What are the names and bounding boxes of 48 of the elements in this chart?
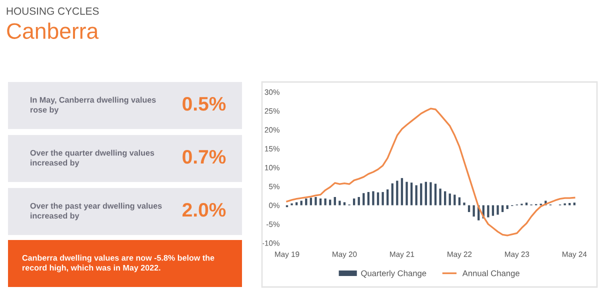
bar (396, 180, 398, 206)
bar (420, 183, 422, 206)
bar (463, 202, 466, 206)
bar (376, 192, 380, 206)
bar (343, 202, 346, 206)
bar (314, 196, 317, 206)
bar (501, 205, 504, 212)
bar (424, 182, 427, 206)
legend-label: Annual Change (462, 270, 520, 278)
bar (400, 178, 404, 206)
bar (492, 205, 494, 216)
bar (496, 205, 499, 215)
bar (506, 205, 508, 210)
bar (338, 200, 341, 206)
line-series (286, 108, 576, 236)
text: HOUSING CYCLES (6, 7, 99, 15)
legend-label: Quarterly Change (361, 270, 426, 278)
text: Canberra (7, 22, 99, 39)
bar (472, 205, 475, 217)
text: Canberra dwelling values are now -5.8% below the record high, which was in May 2022. (22, 254, 214, 272)
bar (444, 191, 446, 206)
bar (367, 192, 370, 206)
bar (406, 182, 408, 206)
text: Over the quarter dwelling values increased by (30, 150, 154, 168)
bar (300, 200, 302, 206)
bar (448, 194, 451, 206)
bar (410, 182, 413, 206)
bar (439, 188, 442, 206)
bar (310, 198, 312, 206)
bar (362, 193, 365, 206)
bar (324, 198, 326, 206)
text: Over the past year dwelling values increased by (30, 202, 162, 220)
bar (386, 189, 389, 206)
bar (372, 191, 374, 206)
bar (382, 192, 384, 206)
bar (430, 182, 432, 206)
bar (454, 194, 456, 206)
bar (487, 205, 490, 218)
bar (468, 205, 470, 212)
bar (434, 184, 437, 206)
bar (329, 200, 332, 206)
text: 0.7% (182, 150, 226, 164)
text: 2.0% (182, 202, 226, 217)
bar (296, 202, 298, 206)
bar (415, 185, 418, 206)
bar (391, 183, 394, 206)
text: 0.5% (182, 96, 226, 111)
text: In May, Canberra dwelling values rose by (30, 96, 156, 114)
